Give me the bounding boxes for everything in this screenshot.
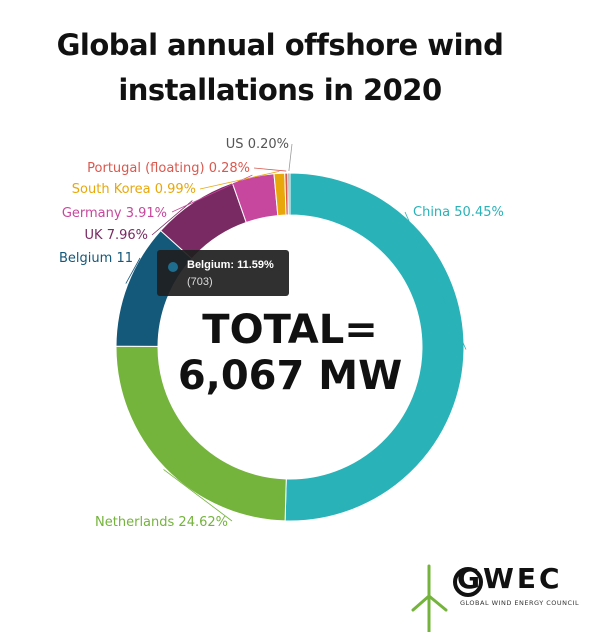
gwec-logo-icon — [411, 564, 483, 632]
data-label-netherlands: Netherlands 24.62% — [95, 515, 228, 530]
tooltip-title: Belgium: 11.59% — [187, 259, 274, 271]
data-label-china: China 50.45% — [413, 205, 504, 220]
chart-title-line1: Global annual offshore wind — [56, 28, 504, 62]
logo-wordmark: GWEC — [457, 562, 563, 595]
leader-line-germany — [171, 174, 253, 213]
center-total-value: 6,067 MW — [178, 353, 402, 399]
tooltip-value: (703) — [187, 276, 213, 288]
tooltip-color-dot — [168, 262, 178, 272]
leader-line-uk — [151, 200, 193, 236]
data-label-germany: Germany 3.91% — [62, 206, 167, 221]
leader-line-us — [288, 143, 293, 172]
leader-line-south-korea — [199, 170, 280, 190]
center-total-label: TOTAL= — [202, 307, 377, 353]
slice-china[interactable] — [284, 172, 465, 522]
leader-line-portugal-floating- — [253, 167, 287, 172]
data-label-south-korea: South Korea 0.99% — [72, 182, 196, 197]
data-label-uk: UK 7.96% — [85, 228, 148, 243]
leader-line-china — [404, 211, 467, 350]
data-label-belgium: Belgium 11 — [59, 251, 133, 266]
logo-subtitle: GLOBAL WIND ENERGY COUNCIL — [460, 599, 580, 607]
leader-line-netherlands — [163, 469, 233, 522]
data-label-portugal-floating-: Portugal (floating) 0.28% — [87, 161, 250, 176]
leader-line-belgium — [125, 257, 141, 284]
chart-tooltip: Belgium: 11.59% (703) — [157, 250, 289, 296]
chart-title-line2: installations in 2020 — [118, 73, 442, 107]
slice-us[interactable] — [287, 172, 291, 216]
data-label-us: US 0.20% — [226, 137, 289, 152]
